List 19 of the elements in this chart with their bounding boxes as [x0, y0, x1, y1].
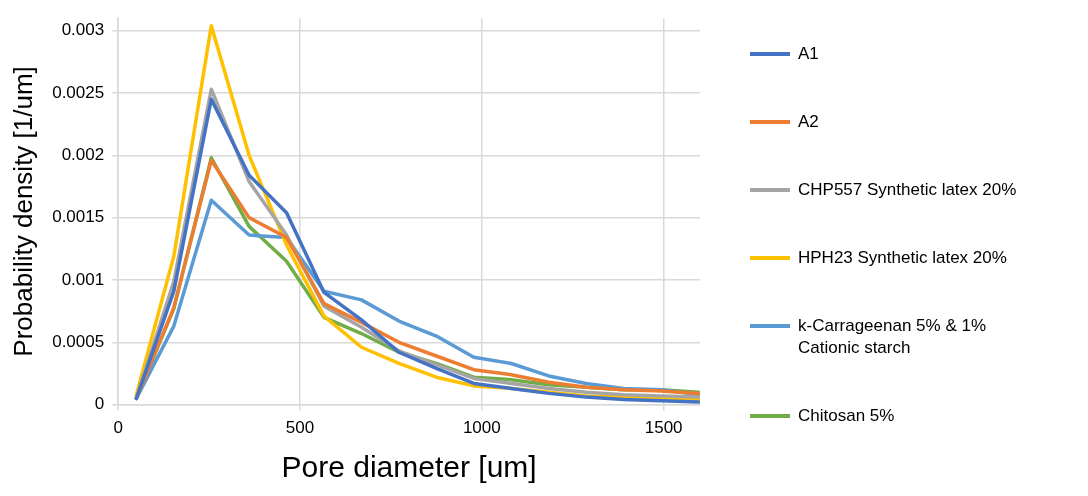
legend-label: CHP557 Synthetic latex 20% [798, 179, 1017, 201]
y-tick-label: 0.003 [61, 20, 105, 40]
x-tick-label: 1500 [644, 418, 683, 438]
y-tick-label: 0.0005 [52, 331, 105, 351]
legend-label: A2 [798, 111, 819, 133]
legend-label: Chitosan 5% [798, 405, 895, 427]
legend-label: k-Carrageenan 5% & 1% Cationic starch [798, 315, 988, 359]
y-tick-label: 0.0015 [52, 207, 105, 227]
y-tick-label: 0.0025 [52, 82, 105, 102]
x-tick-label: 0 [113, 418, 123, 438]
legend-label: A1 [798, 43, 819, 65]
legend-label: HPH23 Synthetic latex 20% [798, 247, 1007, 269]
y-tick-label: 0.001 [61, 269, 105, 289]
y-tick-label: 0.002 [61, 145, 105, 164]
y-axis-title: Probability density [1/um] [7, 66, 38, 357]
x-axis-title: Pore diameter [um] [281, 450, 537, 484]
x-tick-label: 500 [285, 418, 315, 438]
y-tick-label: 0 [94, 394, 105, 414]
x-tick-label: 1000 [462, 418, 501, 438]
